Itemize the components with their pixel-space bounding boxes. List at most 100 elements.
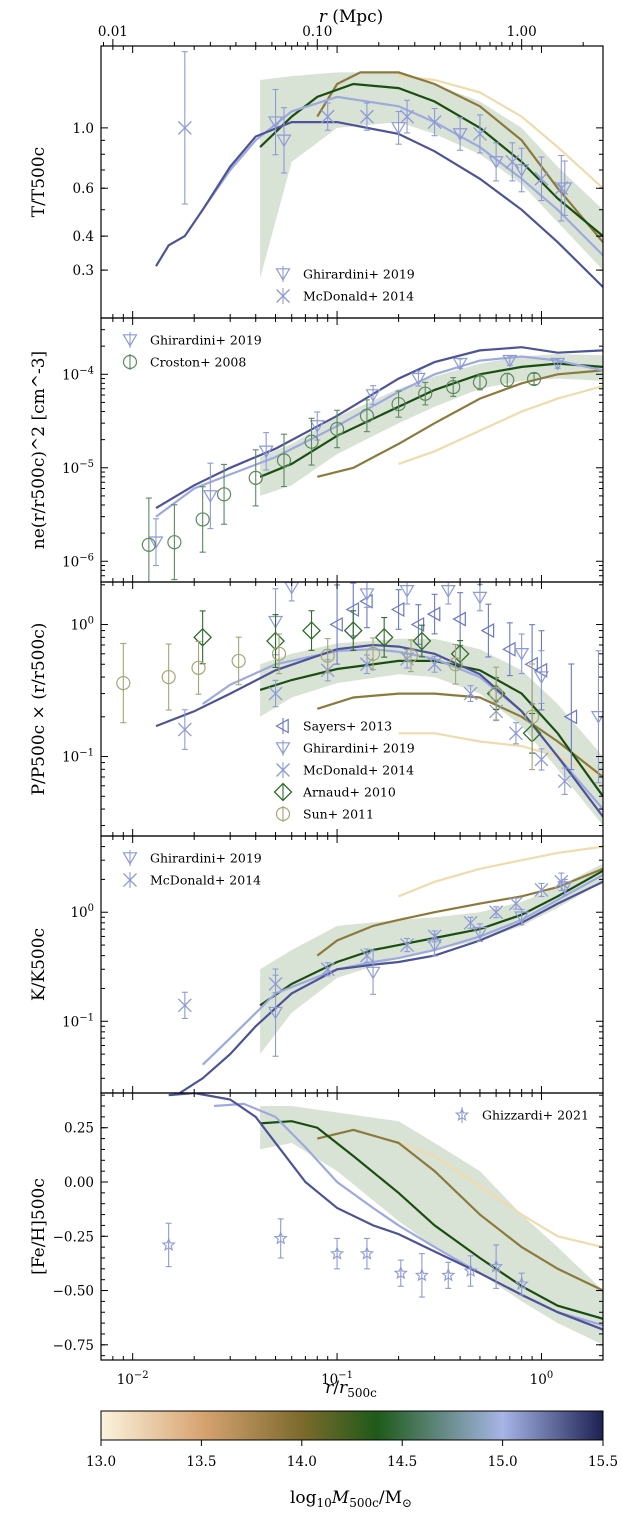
data-point	[554, 181, 569, 196]
data-point	[148, 536, 164, 550]
panel-pressure: 100 10−1 P/P500c × (r/r500c) Sayers+ 2013 Gh…	[29, 581, 604, 837]
panel-temperature: 1.0 0.6 0.4 0.3 T/T500c Ghirardini+ 2019 McDon…	[29, 45, 604, 319]
data-point	[446, 379, 461, 395]
data-point	[123, 873, 137, 887]
data-point	[448, 657, 463, 672]
x-tick-label: 10−1	[321, 1370, 353, 1388]
data-point	[275, 806, 291, 822]
legend-entry: Sun+ 2011	[275, 806, 374, 822]
legend-entry: Ghirardini+ 2019	[122, 332, 262, 348]
top-tick-label: 0.01	[98, 24, 128, 40]
x-ticks	[100, 1093, 604, 1360]
plot-area	[177, 845, 603, 1093]
data-point	[533, 671, 550, 685]
data-point	[359, 593, 373, 609]
data-point	[202, 490, 218, 503]
colorbar-gradient	[100, 1410, 604, 1441]
data-point	[480, 623, 495, 639]
y-tick-label: 0.25	[64, 1121, 94, 1137]
data-point	[472, 926, 488, 940]
data-point	[534, 171, 549, 186]
legend-entry: Arnaud+ 2010	[273, 782, 396, 802]
data-point	[508, 726, 523, 741]
data-point	[463, 686, 478, 701]
data-point	[399, 585, 415, 598]
series-line	[317, 369, 603, 478]
y-tick-label: 100	[70, 903, 94, 921]
series-line	[168, 1093, 603, 1331]
data-point	[488, 156, 504, 169]
y-ticks: 1.0 0.6 0.4 0.3	[73, 45, 603, 319]
legend: Ghirardini+ 2019 McDonald+ 2014	[275, 266, 415, 304]
data-point	[454, 1107, 470, 1122]
y-ticks: 100 10−1	[62, 835, 603, 1079]
colorbar-tick-label: 14.0	[287, 1454, 317, 1470]
data-point	[463, 1263, 478, 1278]
y-tick-label: 0.6	[73, 181, 94, 197]
data-point	[426, 606, 441, 622]
data-point	[167, 535, 182, 550]
data-point	[141, 537, 156, 552]
data-point	[273, 1230, 288, 1245]
y-tick-label: −0.75	[53, 1338, 94, 1354]
legend-label: Ghirardini+ 2019	[150, 333, 262, 348]
data-point	[216, 487, 232, 502]
data-point	[508, 896, 523, 911]
data-point	[514, 648, 530, 661]
data-point	[440, 585, 456, 598]
legend: Ghizzardi+ 2021	[454, 1107, 589, 1123]
panel-metallicity: 0.25 0.00 −0.25 −0.50 −0.75 10−2 10−1 100 [Fe/H]…	[29, 1092, 604, 1388]
series-line	[259, 869, 603, 1007]
data-point	[267, 116, 284, 130]
data-point	[320, 109, 335, 124]
legend-entry: McDonald+ 2014	[123, 872, 261, 888]
data-point	[275, 742, 291, 756]
data-point	[374, 627, 394, 647]
obs-mcdonald-2014	[177, 872, 569, 1019]
data-point	[400, 109, 415, 124]
legend-label: McDonald+ 2014	[303, 763, 414, 778]
data-point	[393, 1265, 408, 1280]
obs-ghirardini-2019	[148, 354, 566, 567]
data-point	[400, 938, 415, 953]
data-point	[452, 611, 466, 627]
data-point	[391, 396, 406, 412]
data-point	[514, 164, 530, 178]
data-point	[268, 686, 283, 701]
y-ticks: 100 10−1	[62, 584, 603, 827]
scatter-band	[260, 638, 603, 826]
data-point	[472, 591, 488, 605]
data-point	[273, 782, 293, 802]
series-line	[316, 867, 603, 957]
panel-entropy: 100 10−1 K/K500c Ghirardini+ 2019 McDonald+ …	[29, 835, 604, 1094]
data-point	[304, 434, 319, 449]
data-point	[427, 657, 442, 672]
series-line	[201, 873, 603, 1066]
y-axis-label: [Fe/H]500c	[29, 1178, 49, 1275]
legend-entry: Ghirardini+ 2019	[275, 740, 415, 756]
scatter-band	[260, 863, 603, 1055]
data-point	[365, 389, 381, 403]
data-point	[412, 631, 432, 651]
data-point	[275, 718, 289, 734]
data-point	[329, 421, 345, 437]
data-point	[403, 648, 419, 663]
series-line	[155, 121, 603, 288]
data-point	[267, 1006, 284, 1020]
y-tick-label: 10−1	[62, 1012, 94, 1030]
data-point	[533, 662, 548, 678]
y-ticks: 0.25 0.00 −0.25 −0.50 −0.75	[53, 1094, 603, 1357]
y-axis-label: T/T500c	[29, 147, 49, 217]
y-axis-label: P/P500c × (r/r500c)	[29, 623, 49, 796]
y-tick-label: 0.4	[73, 229, 94, 245]
data-point	[329, 617, 343, 633]
data-point	[276, 763, 290, 777]
data-point	[514, 911, 530, 925]
plot-area	[116, 582, 603, 826]
x-ticks	[100, 46, 604, 318]
data-point	[359, 408, 375, 423]
data-point	[365, 646, 381, 661]
series-line	[316, 71, 603, 243]
x-ticks	[100, 836, 604, 1093]
